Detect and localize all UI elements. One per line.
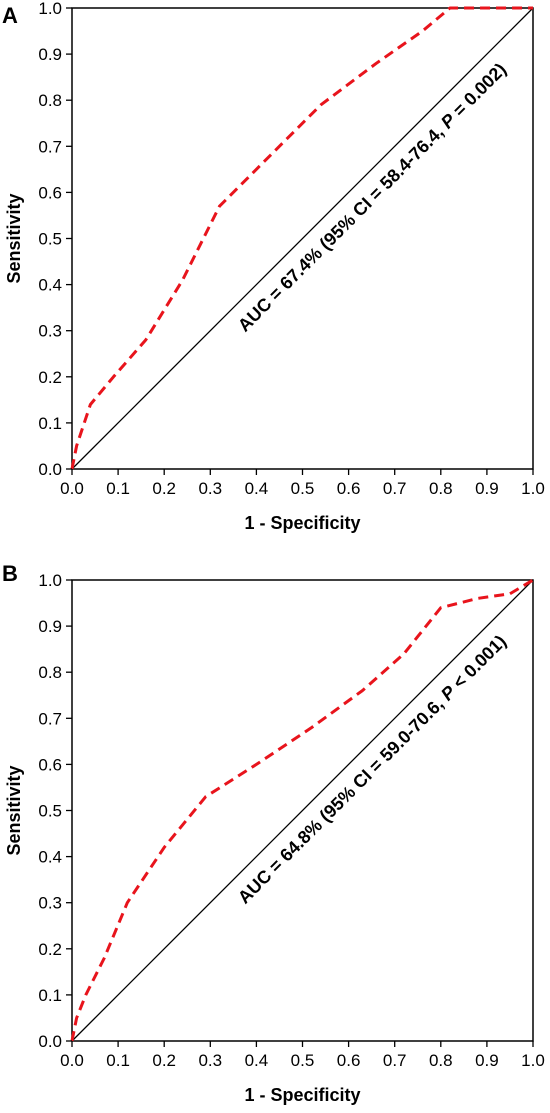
panel-a-auc-suffix: = 0.002) xyxy=(445,59,510,124)
panel-b-y-tick-label: 0.2 xyxy=(38,940,62,959)
panel-a-letter: A xyxy=(2,3,18,28)
panel-b-series-group xyxy=(70,578,534,1042)
panel-a-auc-annotation: AUC = 67.4% (95% CI = 58.4-76.4, P = 0.0… xyxy=(234,59,510,335)
panel-a-x-axis-label: 1 - Specificity xyxy=(244,513,360,533)
panel-a-roc-curve-0 xyxy=(70,6,533,470)
panel-b-x-tick-label: 0.4 xyxy=(245,1051,269,1070)
panel-b-y-axis-label: Sensitivity xyxy=(4,765,24,855)
panel-b-y-tick-label: 0.1 xyxy=(38,986,62,1005)
panel-a-x-tick-label: 0.4 xyxy=(245,479,269,498)
panel-b-roc-curve-0 xyxy=(70,578,534,1042)
panel-b-x-tick-label: 0.1 xyxy=(106,1051,130,1070)
panel-b-reference-line-group xyxy=(71,579,534,1042)
panel-a-y-tick-label: 0.6 xyxy=(38,183,62,202)
panel-b-x-tick-label: 0.6 xyxy=(337,1051,361,1070)
panel-a-y-tick-label: 0.8 xyxy=(38,91,62,110)
panel-a-x-tick-label: 0.2 xyxy=(152,479,176,498)
panel-b-auc-prefix: AUC = 64.8% (95% CI = 59.0-70.6, xyxy=(234,690,451,907)
panel-a-x-tick-label: 0.9 xyxy=(475,479,499,498)
panel-a-y-tick-label: 0.4 xyxy=(38,276,62,295)
panel-b-x-tick-label: 0.2 xyxy=(152,1051,176,1070)
panel-a-x-tick-label: 1.0 xyxy=(521,479,545,498)
panel-a-y-axis-label: Sensitivity xyxy=(4,193,24,283)
panel-b-x-ticks: 0.0 0.1 0.2 0.3 0.4 0.5 0.6 0.7 0.8 0.9 1.0 xyxy=(60,1041,545,1070)
panel-a-x-ticks: 0.0 0.1 0.2 0.3 0.4 0.5 0.6 0.7 0.8 0.9 1.0 xyxy=(60,469,545,498)
panel-b-auc-annotation: AUC = 64.8% (95% CI = 59.0-70.6, P < 0.0… xyxy=(234,631,510,907)
panel-a-y-tick-label: 0.5 xyxy=(38,230,62,249)
panel-b-x-tick-label: 0.3 xyxy=(198,1051,222,1070)
panel-a-y-tick-label: 0.3 xyxy=(38,322,62,341)
panel-a-y-tick-label: 0.1 xyxy=(38,414,62,433)
panel-a-y-tick-label: 0.0 xyxy=(38,460,62,479)
panel-a-y-tick-label: 1.0 xyxy=(38,0,62,18)
panel-a: A 0.0 0.1 0.2 0.3 0.4 0.5 0.6 0.7 0.8 0.9 1.0 0.00… xyxy=(2,0,545,533)
panel-b-y-tick-label: 0.8 xyxy=(38,663,62,682)
panel-a-x-tick-label: 0.0 xyxy=(60,479,84,498)
panel-a-y-tick-label: 0.9 xyxy=(38,45,62,64)
panel-b-y-tick-label: 0.7 xyxy=(38,709,62,728)
panel-b-auc-suffix: < 0.001) xyxy=(445,631,510,696)
panel-b-y-tick-label: 0.0 xyxy=(38,1032,62,1051)
panel-b-x-tick-label: 0.9 xyxy=(475,1051,499,1070)
panel-b-y-tick-label: 0.9 xyxy=(38,617,62,636)
panel-a-x-tick-label: 0.7 xyxy=(383,479,407,498)
panel-b-x-tick-label: 0.5 xyxy=(291,1051,315,1070)
panel-a-x-tick-label: 0.6 xyxy=(337,479,361,498)
panel-b-y-ticks: 0.0 0.1 0.2 0.3 0.4 0.5 0.6 0.7 0.8 0.9 1.0 xyxy=(38,571,72,1051)
panel-a-y-tick-label: 0.7 xyxy=(38,137,62,156)
panel-b-x-tick-label: 0.0 xyxy=(60,1051,84,1070)
panel-b-y-tick-label: 0.5 xyxy=(38,802,62,821)
panel-a-y-ticks: 0.0 0.1 0.2 0.3 0.4 0.5 0.6 0.7 0.8 0.9 1.0 xyxy=(38,0,72,479)
panel-b-y-tick-label: 1.0 xyxy=(38,571,62,590)
panel-a-x-tick-label: 0.1 xyxy=(106,479,130,498)
panel-a-series-group xyxy=(70,6,533,470)
panel-a-reference-diagonal xyxy=(71,7,534,470)
panel-a-x-tick-label: 0.8 xyxy=(429,479,453,498)
panel-b-reference-diagonal xyxy=(71,579,534,1042)
panel-b-y-tick-label: 0.6 xyxy=(38,755,62,774)
panel-b-x-axis-label: 1 - Specificity xyxy=(244,1085,360,1105)
panel-b-x-tick-label: 0.8 xyxy=(429,1051,453,1070)
panel-b-y-tick-label: 0.3 xyxy=(38,894,62,913)
panel-b-x-tick-label: 1.0 xyxy=(521,1051,545,1070)
panel-b-x-tick-label: 0.7 xyxy=(383,1051,407,1070)
panel-b: B 0.0 0.1 0.2 0.3 0.4 0.5 0.6 0.7 0.8 0.9 1.0 0.00… xyxy=(2,561,545,1105)
panel-a-x-tick-label: 0.5 xyxy=(291,479,315,498)
panel-a-reference-line-group xyxy=(71,7,534,470)
panel-a-y-tick-label: 0.2 xyxy=(38,368,62,387)
panel-a-x-tick-label: 0.3 xyxy=(198,479,222,498)
panel-b-letter: B xyxy=(2,561,18,586)
panel-b-y-tick-label: 0.4 xyxy=(38,848,62,867)
panel-a-auc-prefix: AUC = 67.4% (95% CI = 58.4-76.4, xyxy=(234,118,451,335)
